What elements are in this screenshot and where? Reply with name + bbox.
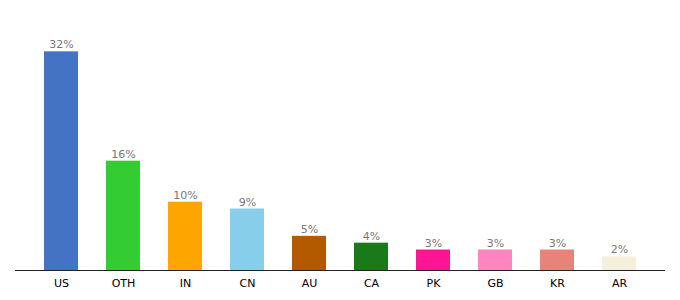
svg-text:US: US <box>54 277 69 290</box>
svg-text:CN: CN <box>240 277 256 290</box>
svg-text:32%: 32% <box>49 38 73 51</box>
svg-text:OTH: OTH <box>112 277 136 290</box>
svg-text:AR: AR <box>612 277 628 290</box>
svg-text:3%: 3% <box>487 237 504 250</box>
svg-text:GB: GB <box>487 277 503 290</box>
svg-text:4%: 4% <box>363 230 380 243</box>
svg-text:3%: 3% <box>549 237 566 250</box>
svg-text:CA: CA <box>364 277 380 290</box>
svg-text:PK: PK <box>427 277 442 290</box>
svg-text:9%: 9% <box>239 196 256 209</box>
svg-text:10%: 10% <box>173 189 197 202</box>
svg-text:2%: 2% <box>611 243 628 256</box>
svg-text:AU: AU <box>302 277 318 290</box>
svg-text:3%: 3% <box>425 237 442 250</box>
svg-text:5%: 5% <box>301 223 318 236</box>
svg-text:KR: KR <box>550 277 565 290</box>
svg-text:16%: 16% <box>111 148 135 161</box>
svg-text:IN: IN <box>180 277 191 290</box>
